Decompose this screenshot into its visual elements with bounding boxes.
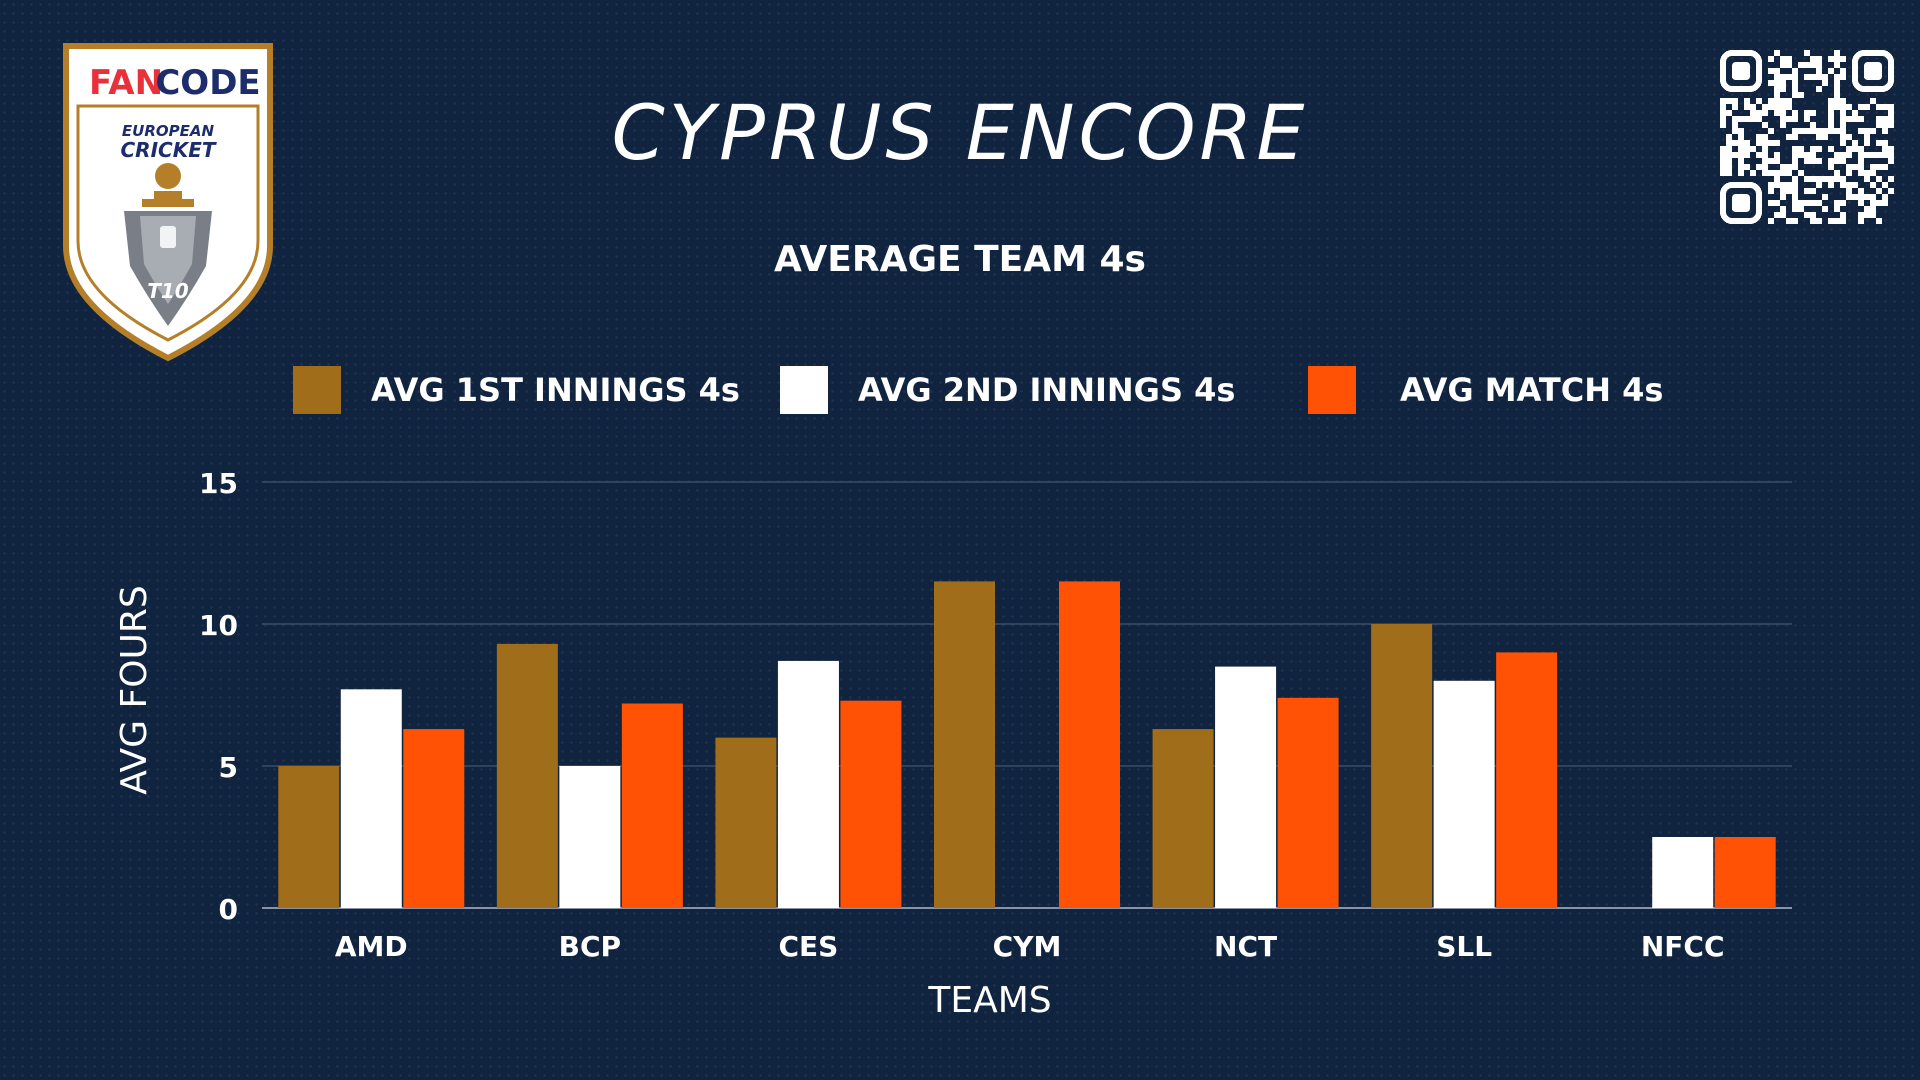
y-tick-label: 0 [219,893,238,926]
bar-amd-series-1 [278,766,340,908]
y-tick-label: 15 [199,467,238,500]
x-tick-label: BCP [559,930,621,963]
legend-swatch [780,366,828,414]
logo-brand-fan: FAN [89,63,163,103]
x-tick-label: CYM [993,930,1062,963]
bar-ces-series-1 [715,737,777,908]
x-tick-label: NCT [1214,930,1277,963]
logo-brand-code: CODE [155,63,260,103]
bar-sll-series-2 [1433,680,1495,908]
legend-label: AVG 2ND INNINGS 4s [858,371,1236,409]
logo-line1: EUROPEAN [122,122,215,140]
bar-cym-series-1 [934,581,995,908]
page-title: CYPRUS ENCORE [611,88,1309,177]
trophy-icon [160,226,176,248]
bar-ces-series-3 [840,700,902,908]
bar-amd-series-3 [403,729,465,908]
bar-bcp-series-2 [559,766,621,908]
cricket-ball-icon [155,163,181,189]
x-tick-label: CES [779,930,839,963]
bar-bcp-series-1 [496,643,558,908]
chart-title: AVERAGE TEAM 4s [774,239,1146,280]
logo-line2: CRICKET [121,138,217,162]
bar-bcp-series-3 [621,703,683,908]
bar-sll-series-1 [1371,624,1433,908]
bar-nct-series-3 [1277,697,1339,908]
x-axis-title: TEAMS [927,980,1051,1021]
bar-sll-series-3 [1496,652,1558,908]
chart-legend: AVG 1ST INNINGS 4s AVG 2ND INNINGS 4s AV… [0,360,1920,420]
legend-label: AVG 1ST INNINGS 4s [371,371,740,409]
y-tick-label: 10 [199,609,238,642]
qr-code-icon [1720,50,1894,224]
bar-cym-series-3 [1059,581,1120,908]
bar-amd-series-2 [340,689,402,908]
bar-nfcc-series-3 [1714,837,1776,908]
bar-ces-series-2 [777,660,839,908]
y-tick-label: 5 [219,751,238,784]
fancode-european-cricket-logo: FAN CODE EUROPEAN CRICKET T10 [63,43,273,362]
x-tick-label: NFCC [1641,930,1725,963]
legend-swatch [1308,366,1356,414]
x-tick-label: AMD [335,930,408,963]
bar-nct-series-2 [1215,666,1277,908]
legend-item-2nd-innings: AVG 2ND INNINGS 4s [780,360,1235,420]
legend-swatch [293,366,341,414]
bar-nfcc-series-2 [1652,837,1714,908]
y-axis-title: AVG FOURS [114,585,155,795]
x-tick-label: SLL [1436,930,1492,963]
legend-item-match: AVG MATCH 4s [1308,360,1663,420]
legend-item-1st-innings: AVG 1ST INNINGS 4s [293,360,740,420]
logo-badge: T10 [147,279,189,303]
legend-label: AVG MATCH 4s [1400,371,1664,409]
bar-nct-series-1 [1152,729,1214,908]
